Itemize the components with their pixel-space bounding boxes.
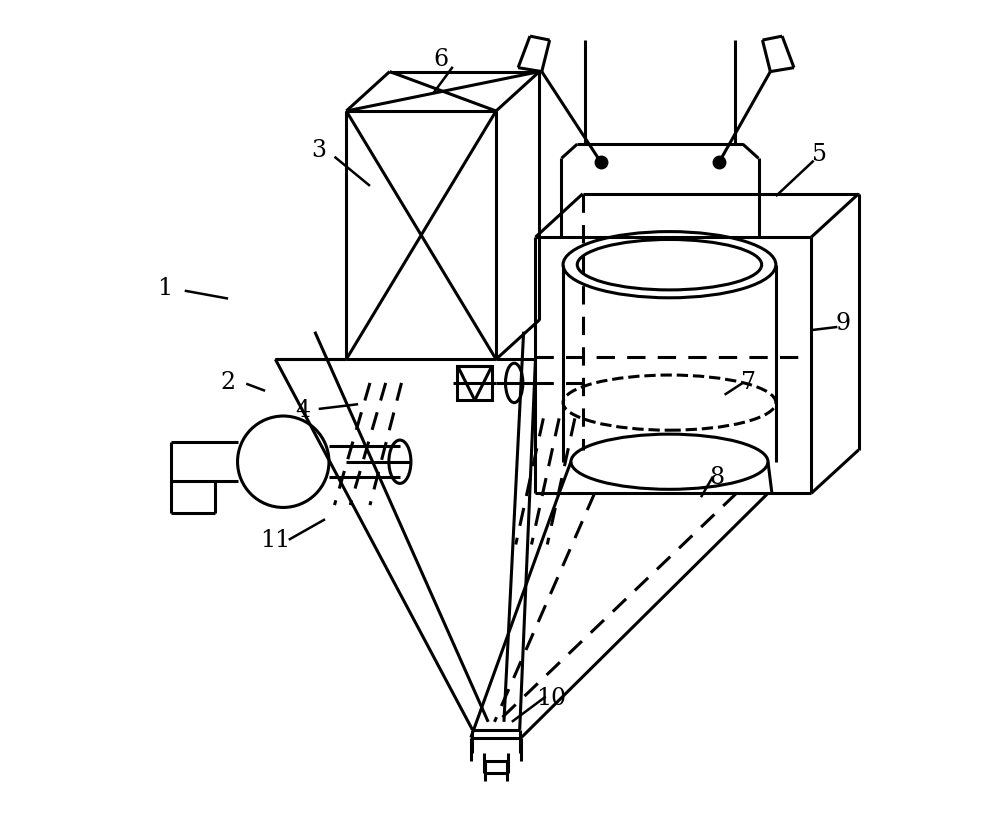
Text: 5: 5	[812, 143, 827, 166]
Text: 1: 1	[157, 277, 173, 300]
Text: 3: 3	[311, 139, 326, 162]
Text: 8: 8	[709, 466, 724, 489]
Text: 9: 9	[835, 312, 850, 335]
Text: 10: 10	[536, 686, 566, 709]
Text: 4: 4	[295, 399, 311, 422]
Text: 2: 2	[221, 371, 236, 394]
Bar	[457, 365, 492, 401]
Text: 6: 6	[433, 48, 448, 71]
Text: 7: 7	[741, 371, 756, 394]
Text: 11: 11	[260, 529, 290, 552]
